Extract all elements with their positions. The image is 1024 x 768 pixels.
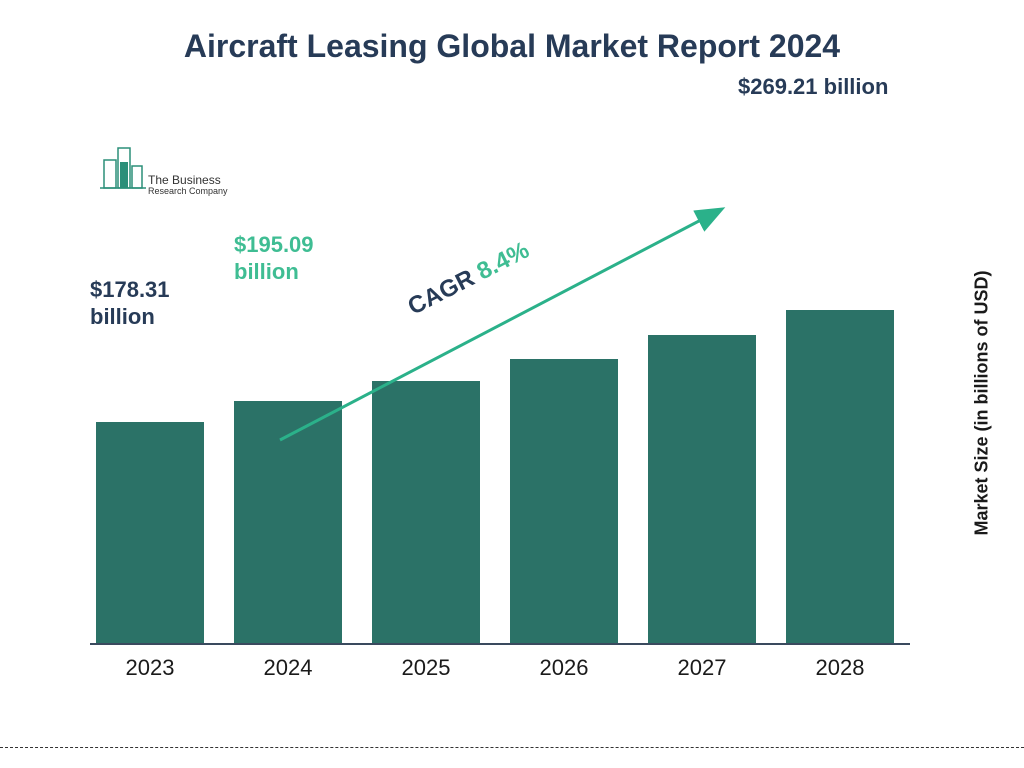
bottom-dashed-line	[0, 747, 1024, 748]
bar-2025	[372, 381, 480, 643]
bar-2023	[96, 422, 204, 643]
bar-2026	[510, 359, 618, 643]
x-label-2023: 2023	[96, 655, 204, 681]
x-label-2028: 2028	[786, 655, 894, 681]
x-label-2027: 2027	[648, 655, 756, 681]
x-labels-container: 2023 2024 2025 2026 2027 2028	[90, 649, 910, 685]
y-axis-label: Market Size (in billions of USD)	[972, 271, 993, 536]
x-label-2026: 2026	[510, 655, 618, 681]
chart-area: 202320242025202620272028 CAGR 8.4% $178.…	[90, 120, 910, 685]
value-label-0: $178.31billion	[90, 277, 170, 330]
bar-2024	[234, 401, 342, 643]
x-label-2024: 2024	[234, 655, 342, 681]
value-label-1: $195.09billion	[234, 232, 314, 285]
x-label-2025: 2025	[372, 655, 480, 681]
x-axis	[90, 643, 910, 645]
bar-2027	[648, 335, 756, 643]
chart-title: Aircraft Leasing Global Market Report 20…	[0, 28, 1024, 65]
bar-2028	[786, 310, 894, 643]
value-label-2: $269.21 billion	[738, 74, 888, 100]
bars-container	[90, 123, 910, 643]
